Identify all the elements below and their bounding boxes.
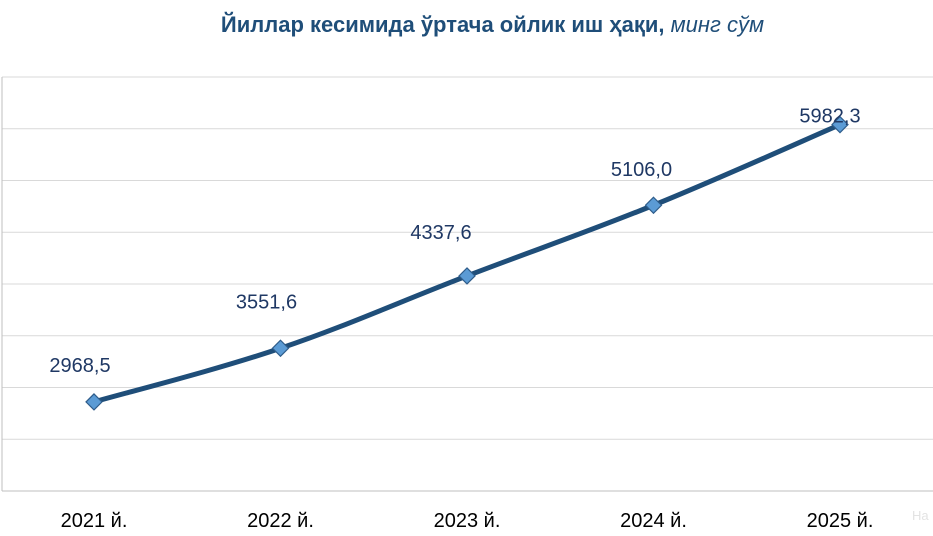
data-label: 3551,6 bbox=[236, 291, 297, 313]
x-tick-label: 2023 й. bbox=[434, 510, 501, 532]
x-tick-label: 2022 й. bbox=[247, 510, 314, 532]
data-label: 5982,3 bbox=[799, 106, 860, 128]
x-tick-labels: 2021 й. 2022 й. 2023 й. 2024 й. 2025 й. bbox=[61, 510, 874, 532]
x-tick-label: 2021 й. bbox=[61, 510, 128, 532]
markers bbox=[85, 115, 849, 411]
data-label: 2968,5 bbox=[49, 355, 110, 377]
x-tick-label: 2025 й. bbox=[807, 510, 874, 532]
data-label: 4337,6 bbox=[410, 222, 471, 244]
data-point-marker bbox=[85, 393, 103, 411]
series-line-group bbox=[91, 122, 843, 405]
data-point-marker bbox=[271, 339, 290, 358]
axes bbox=[1, 77, 933, 492]
watermark-text: На bbox=[912, 508, 929, 523]
chart-title: Йиллар кесимида ўртача ойлик иш ҳақи, ми… bbox=[0, 12, 933, 38]
data-point-marker bbox=[458, 267, 476, 285]
data-point-marker bbox=[644, 196, 663, 215]
series-line bbox=[91, 122, 843, 405]
data-point-marker bbox=[831, 115, 849, 134]
gridlines bbox=[2, 76, 933, 440]
data-labels: 2968,5 3551,6 4337,6 5106,0 5982,3 bbox=[49, 106, 860, 377]
x-tick-label: 2024 й. bbox=[620, 510, 687, 532]
chart-title-main: Йиллар кесимида ўртача ойлик иш ҳақи, bbox=[220, 12, 665, 37]
chart-title-unit: минг сўм bbox=[670, 12, 765, 37]
data-label: 5106,0 bbox=[611, 159, 672, 181]
